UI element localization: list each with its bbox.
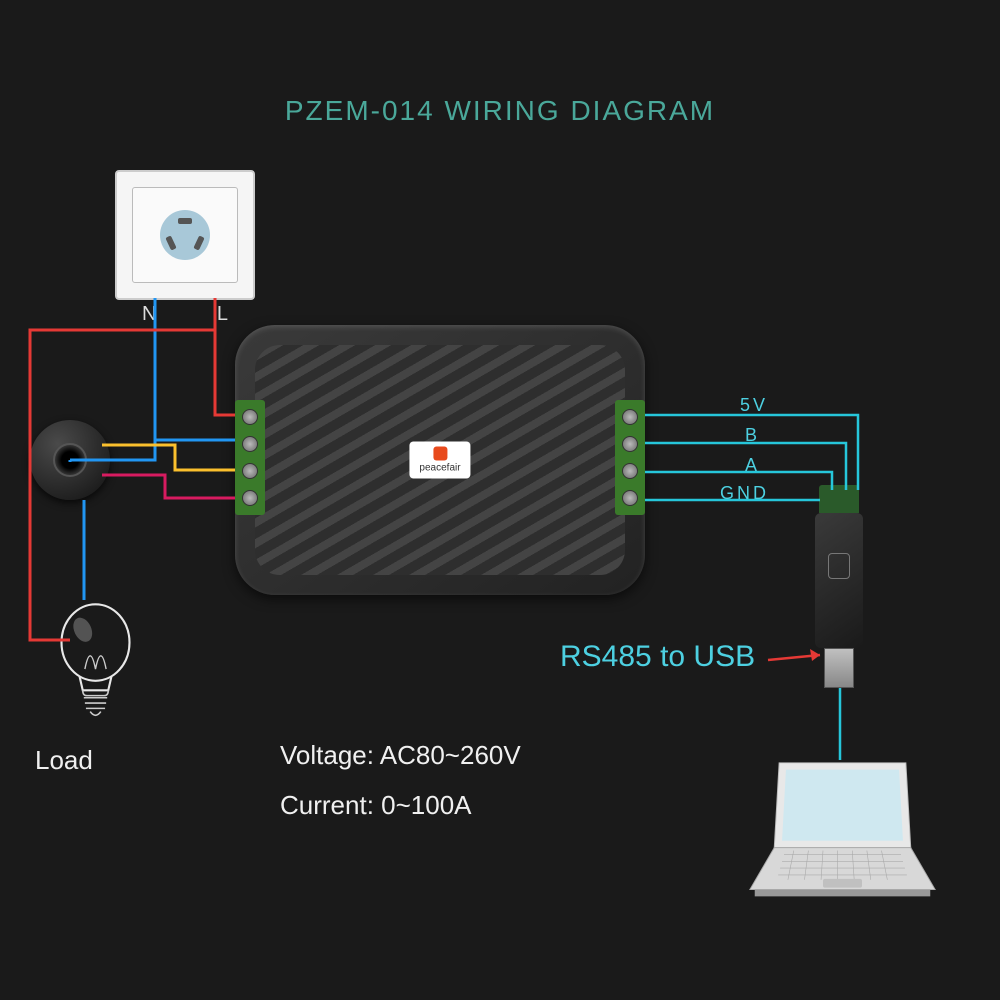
- device-brand-badge: peacefair: [409, 442, 470, 479]
- usb-terminal-icon: [819, 485, 859, 513]
- load-label: Load: [35, 745, 93, 776]
- wall-outlet: N L: [115, 170, 255, 300]
- outlet-faceplate: [132, 187, 238, 283]
- lightbulb-icon: [53, 600, 138, 728]
- pzem-device: peacefair: [235, 325, 645, 595]
- laptop-icon: [745, 755, 940, 901]
- usb-plug-icon: [824, 648, 854, 688]
- brand-text: peacefair: [419, 463, 460, 474]
- brand-logo-icon: [433, 447, 447, 461]
- rs485-usb-adapter: [815, 485, 863, 685]
- current-label: Current: 0~100A: [280, 790, 472, 821]
- pin-a-label: A: [745, 455, 760, 476]
- outlet-socket: [160, 210, 210, 260]
- diagram-title: PZEM-014 WIRING DIAGRAM: [0, 95, 1000, 127]
- right-terminal-block: [615, 400, 645, 515]
- rs485-label: RS485 to USB: [560, 640, 755, 674]
- load-bulb: [40, 600, 150, 733]
- ct-sensor: [30, 420, 110, 500]
- pin-gnd-label: GND: [720, 483, 769, 504]
- voltage-label: Voltage: AC80~260V: [280, 740, 521, 771]
- left-terminal-block: [235, 400, 265, 515]
- pin-b-label: B: [745, 425, 760, 446]
- outlet-l-label: L: [217, 303, 228, 326]
- outlet-n-label: N: [142, 303, 156, 326]
- pin-5v-label: 5V: [740, 395, 768, 416]
- usb-body-icon: [815, 513, 863, 648]
- laptop: [745, 755, 940, 906]
- ct-sensor-hole: [53, 443, 87, 477]
